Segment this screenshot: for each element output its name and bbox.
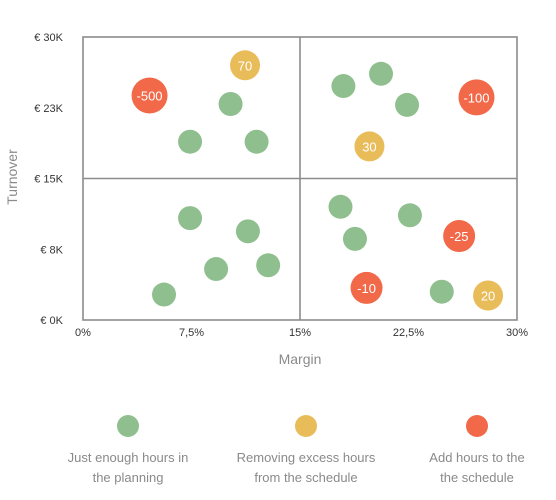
labeled-bubble [473, 280, 504, 311]
labeled-bubble [458, 79, 495, 116]
x-axis-ticks: 0% 7,5% 15% 22,5% 30% [75, 327, 528, 339]
x-tick-label: 7,5% [179, 327, 204, 339]
x-tick-label: 15% [289, 327, 311, 339]
labeled-bubble [131, 77, 168, 114]
legend-label-line-1: Removing excess hours [237, 450, 376, 465]
bubble [342, 226, 367, 251]
bubble-label: 20 [481, 288, 495, 303]
labeled-bubble [354, 131, 385, 162]
labeled-bubble [350, 271, 383, 304]
bubble [204, 257, 229, 282]
bubble [256, 253, 281, 278]
bubble [152, 282, 177, 307]
bubble-label: -100 [463, 90, 489, 105]
labeled-bubble [230, 50, 261, 81]
x-tick-label: 0% [75, 327, 91, 339]
labeled-bubble [443, 220, 476, 253]
y-tick-label: € 23K [34, 103, 63, 115]
bubble-label: -10 [357, 281, 376, 296]
bubble [328, 194, 353, 219]
legend-label-line-1: Just enough hours in [68, 450, 189, 465]
x-axis-title: Margin [279, 351, 322, 367]
legend-label-line-2: from the schedule [254, 470, 357, 485]
bubble [244, 129, 269, 154]
y-tick-label: € 8K [40, 244, 63, 256]
bubble [331, 74, 356, 99]
bubble [218, 91, 243, 116]
bubbles: 70 30 20 -500 -100 -25 -10 [131, 50, 504, 311]
y-tick-label: € 30K [34, 32, 63, 44]
legend-marker [117, 415, 139, 437]
bubble-label: -500 [137, 88, 163, 103]
x-tick-label: 30% [506, 327, 528, 339]
bubble [178, 206, 203, 231]
bubble-label: 30 [362, 139, 376, 154]
bubble [235, 219, 260, 244]
y-tick-label: € 0K [40, 315, 63, 327]
x-tick-label: 22,5% [393, 327, 424, 339]
bubble-label: 70 [238, 58, 252, 73]
bubble-label: -25 [450, 229, 469, 244]
y-axis-ticks: € 0K € 8K € 15K € 23K € 30K [34, 32, 63, 327]
bubble [397, 203, 422, 228]
legend-label-line-2: the planning [93, 470, 164, 485]
y-axis-title: Turnover [4, 149, 20, 205]
bubble [178, 129, 203, 154]
plot-area [82, 36, 518, 321]
legend: Just enough hours in the planning Removing… [68, 415, 525, 485]
legend-marker [295, 415, 317, 437]
legend-label-line-2: the schedule [440, 470, 514, 485]
legend-label-line-1: Add hours to the [429, 450, 524, 465]
y-tick-label: € 15K [34, 174, 63, 186]
bubble [429, 279, 454, 304]
legend-marker [466, 415, 488, 437]
bubble [395, 92, 420, 117]
bubble [369, 61, 394, 86]
